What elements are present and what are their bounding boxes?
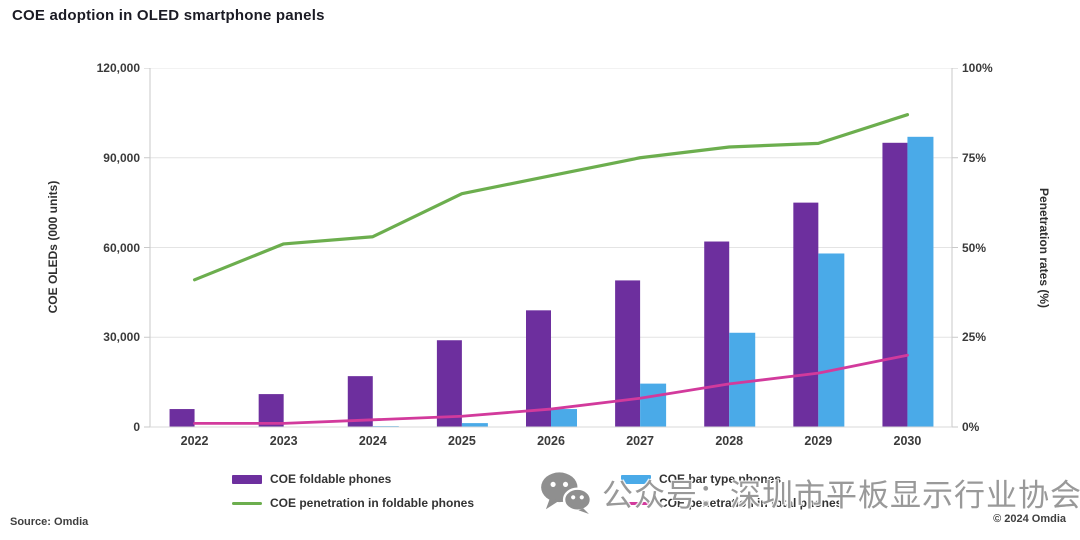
- x-axis-tick-label: 2029: [804, 434, 833, 448]
- legend-swatch-pink-line: [621, 501, 651, 505]
- y-axis-tick-label: 60,000: [103, 240, 140, 255]
- copyright-note: © 2024 Omdia: [993, 513, 1066, 525]
- line-coe-penetration-in-total-phones: [193, 353, 909, 425]
- legend-label: COE penetration in foldable phones: [270, 496, 475, 510]
- y2-axis-tick-label: 50%: [962, 240, 987, 255]
- x-axis-tick-label: 2022: [180, 434, 209, 448]
- y-axis-tick-label: 120,000: [96, 61, 140, 75]
- x-axis-tick-label: 2030: [893, 434, 922, 448]
- bar-coe-bar-type-phones-2028: [729, 332, 756, 427]
- bar-coe-bar-type-phones-2027: [640, 383, 667, 427]
- y2-axis-tick-label: 25%: [962, 330, 987, 345]
- bar-coe-bar-type-phones-2029: [818, 253, 845, 427]
- source-note: Source: Omdia: [10, 516, 89, 528]
- x-axis-tick-label: 2027: [626, 434, 655, 448]
- x-axis-tick-label: 2026: [537, 434, 565, 448]
- legend-item-coe-foldable-phones: COE foldable phones: [232, 471, 391, 487]
- y2-axis-tick-label: 75%: [962, 150, 987, 165]
- bar-coe-foldable-phones-2028: [704, 241, 730, 427]
- x-axis-tick-label: 2024: [358, 434, 387, 448]
- y-axis-title: COE OLEDs (000 units): [46, 180, 60, 314]
- y-axis-tick-label: 30,000: [103, 330, 140, 345]
- plot-area: [144, 68, 958, 428]
- bar-coe-bar-type-phones-2025: [461, 423, 488, 427]
- y2-axis-tick-label: 100%: [962, 61, 993, 75]
- bar-coe-bar-type-phones-2026: [551, 409, 577, 427]
- legend-swatch-green-line: [232, 501, 262, 505]
- y2-axis-title: Penetration rates (%): [1037, 187, 1051, 309]
- bar-coe-foldable-phones-2022: [169, 409, 195, 427]
- legend-item-coe-penetration-total: COE penetration in total phones: [621, 495, 842, 511]
- bar-coe-foldable-phones-2026: [526, 310, 551, 427]
- legend-label: COE bar type phones: [659, 472, 782, 486]
- legend-swatch-purple-bar: [232, 474, 262, 484]
- bar-coe-foldable-phones-2025: [436, 340, 462, 427]
- bar-coe-foldable-phones-2027: [615, 280, 641, 427]
- x-axis-tick-label: 2025: [447, 434, 476, 448]
- bar-coe-foldable-phones-2023: [258, 394, 284, 427]
- chart-title: COE adoption in OLED smartphone panels: [12, 7, 325, 24]
- y2-axis-tick-label: 0%: [962, 420, 980, 434]
- line-coe-penetration-in-foldable-phones: [192, 113, 910, 282]
- bar-coe-foldable-phones-2029: [793, 202, 819, 427]
- y-axis-tick-label: 0: [133, 420, 140, 434]
- legend-item-coe-penetration-foldable: COE penetration in foldable phones: [232, 495, 474, 511]
- legend-label: COE foldable phones: [270, 472, 392, 486]
- x-axis-tick-label: 2028: [715, 434, 744, 448]
- bar-coe-foldable-phones-2030: [882, 142, 908, 427]
- legend-item-coe-bar-type-phones: COE bar type phones: [621, 471, 781, 487]
- legend-swatch-blue-bar: [621, 474, 651, 484]
- wechat-icon: [541, 471, 592, 514]
- y-axis-tick-label: 90,000: [103, 150, 140, 165]
- bar-coe-foldable-phones-2024: [347, 376, 373, 427]
- bar-coe-bar-type-phones-2030: [907, 136, 934, 427]
- legend-label: COE penetration in total phones: [659, 496, 843, 510]
- x-axis-tick-label: 2023: [269, 434, 298, 448]
